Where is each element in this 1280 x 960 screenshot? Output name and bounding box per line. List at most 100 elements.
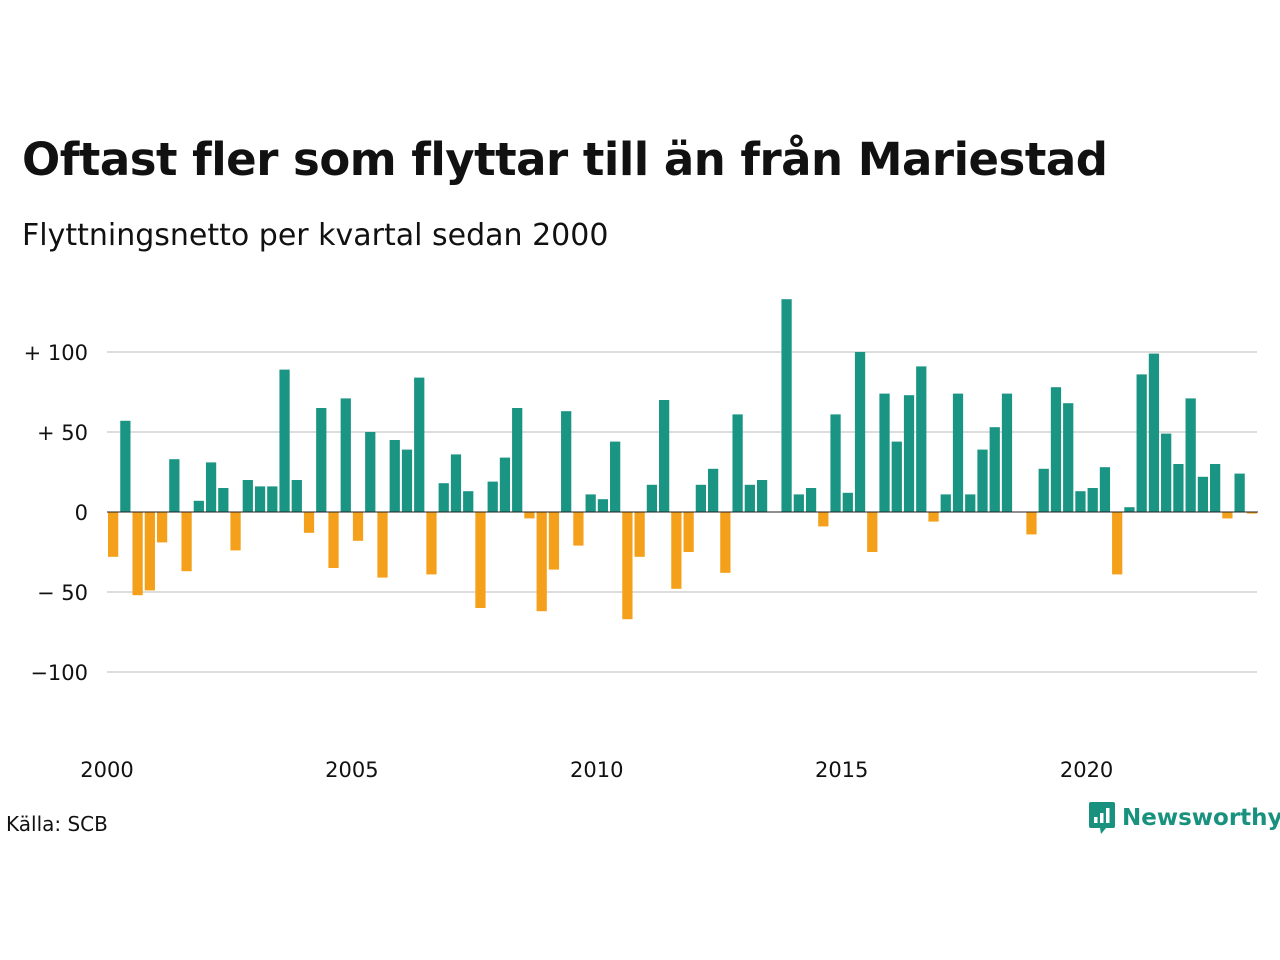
bar	[536, 512, 547, 612]
bar	[1246, 512, 1257, 514]
bar	[1112, 512, 1123, 575]
bar	[156, 512, 168, 543]
bar	[989, 427, 1000, 512]
bar	[879, 393, 890, 512]
bar	[793, 494, 804, 512]
bar	[108, 512, 119, 557]
y-tick-label: + 100	[24, 341, 88, 365]
bar	[1075, 491, 1086, 512]
bar	[144, 512, 155, 591]
bar	[254, 486, 266, 512]
bar	[463, 491, 474, 512]
bar	[218, 488, 229, 512]
bar	[830, 414, 841, 512]
bar	[732, 414, 743, 512]
bar	[683, 512, 694, 552]
bar	[193, 500, 204, 512]
bar	[597, 499, 609, 512]
bar	[1050, 387, 1062, 512]
brand-name: Newsworthy	[1122, 805, 1280, 831]
bar	[1148, 353, 1160, 512]
bar-chart: + 100 + 50 0 − 50 −100 2000 2005 2010 2015 2020	[24, 299, 1258, 782]
bar	[328, 512, 339, 568]
bar	[585, 494, 596, 512]
bar	[120, 420, 131, 512]
bar	[1210, 464, 1221, 512]
bar	[352, 512, 364, 541]
bar	[781, 299, 792, 512]
bar	[965, 494, 976, 512]
bar	[169, 459, 180, 512]
x-tick-label: 2010	[570, 758, 623, 782]
x-tick-label: 2015	[815, 758, 868, 782]
bar	[634, 512, 645, 557]
bar	[756, 480, 768, 512]
chart-title: Oftast fler som flyttar till än från Mar…	[22, 133, 1108, 186]
bar	[340, 398, 351, 512]
bar	[316, 408, 327, 512]
bar	[475, 512, 486, 608]
bar	[646, 484, 658, 512]
bar	[952, 393, 964, 512]
brand-logo: Newsworthy	[1088, 800, 1280, 836]
bar	[1038, 468, 1049, 512]
bar	[205, 462, 217, 512]
bar	[842, 492, 853, 512]
bar	[622, 512, 633, 620]
bar	[1185, 398, 1196, 512]
bar	[1124, 507, 1135, 512]
bar	[854, 352, 866, 512]
bar	[903, 395, 915, 512]
bar	[1136, 374, 1147, 512]
bar	[818, 512, 829, 527]
bar	[1001, 393, 1013, 512]
chart-subtitle: Flyttningsnetto per kvartal sedan 2000	[22, 218, 609, 253]
bar	[744, 484, 755, 512]
bar	[242, 480, 253, 512]
bar	[805, 488, 817, 512]
bar	[181, 512, 192, 572]
bar	[267, 486, 278, 512]
bar	[671, 512, 682, 589]
bar	[1173, 464, 1184, 512]
y-tick-label: + 50	[37, 421, 88, 445]
bar	[377, 512, 388, 578]
bar	[450, 454, 462, 512]
bar	[291, 480, 302, 512]
bar	[1087, 488, 1098, 512]
y-tick-label: 0	[75, 501, 88, 525]
bar	[659, 400, 670, 512]
bar	[548, 512, 560, 570]
bar	[695, 484, 706, 512]
x-tick-label: 2000	[80, 758, 133, 782]
bar	[438, 483, 449, 512]
bar	[561, 411, 572, 512]
y-tick-label: −100	[30, 661, 88, 685]
bar	[389, 440, 400, 512]
x-tick-label: 2020	[1060, 758, 1113, 782]
bar	[867, 512, 878, 552]
source-note: Källa: SCB	[6, 812, 108, 836]
bar	[1197, 476, 1209, 512]
bar	[916, 366, 927, 512]
bar	[928, 512, 939, 522]
bar	[720, 512, 731, 573]
y-tick-label: − 50	[37, 581, 88, 605]
bar	[891, 441, 902, 512]
bar	[279, 369, 290, 512]
x-tick-label: 2005	[325, 758, 378, 782]
bar	[414, 377, 425, 512]
bar	[132, 512, 143, 596]
bar	[1234, 473, 1245, 512]
bar	[230, 512, 241, 551]
bar	[401, 449, 413, 512]
bar	[365, 432, 376, 512]
bar	[524, 512, 535, 519]
newsworthy-logo-icon	[1089, 802, 1115, 834]
bar	[487, 481, 498, 512]
bar	[1063, 403, 1074, 512]
bar	[426, 512, 437, 575]
bar	[303, 512, 315, 533]
bar	[940, 494, 951, 512]
bar	[977, 449, 988, 512]
